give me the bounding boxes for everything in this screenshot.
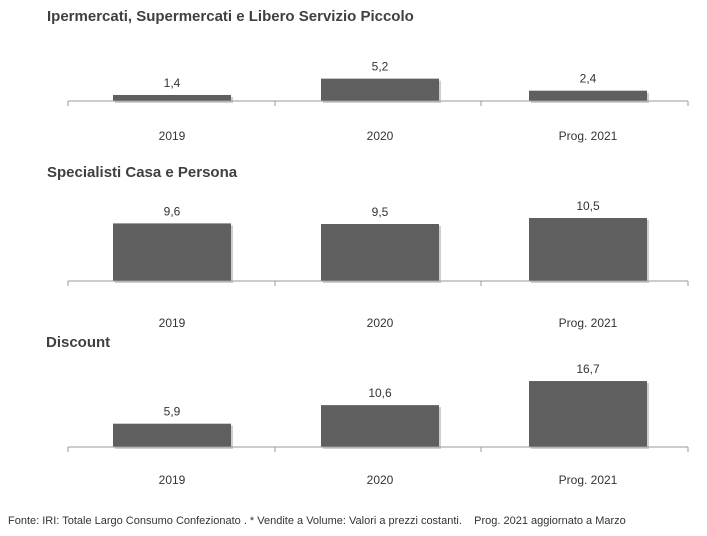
- data-label-specialisti-1: 9,5: [372, 205, 389, 219]
- bar-discount-2019: [113, 423, 231, 447]
- data-label-ipermercati-1: 5,2: [372, 60, 389, 74]
- bar-specialisti-prog-2021: [529, 218, 647, 281]
- category-label-ipermercati-2: Prog. 2021: [559, 129, 618, 143]
- category-label-discount-1: 2020: [367, 473, 394, 487]
- category-label-discount-2: Prog. 2021: [559, 473, 618, 487]
- bar-ipermercati-2020: [321, 78, 439, 101]
- data-label-specialisti-2: 10,5: [576, 199, 600, 213]
- data-label-discount-1: 10,6: [368, 386, 392, 400]
- data-label-ipermercati-0: 1,4: [164, 76, 181, 90]
- category-label-ipermercati-0: 2019: [159, 129, 186, 143]
- data-label-ipermercati-2: 2,4: [580, 72, 597, 86]
- source-footnote: Fonte: IRI: Totale Largo Consumo Confezi…: [8, 515, 626, 527]
- bar-discount-2020: [321, 405, 439, 447]
- data-label-discount-2: 16,7: [576, 362, 600, 376]
- category-label-specialisti-0: 2019: [159, 316, 186, 330]
- bar-specialisti-2019: [113, 223, 231, 281]
- bar-ipermercati-prog-2021: [529, 90, 647, 101]
- category-label-discount-0: 2019: [159, 473, 186, 487]
- panel-title-discount: Discount: [46, 334, 111, 351]
- category-label-specialisti-2: Prog. 2021: [559, 316, 618, 330]
- bar-specialisti-2020: [321, 224, 439, 281]
- category-label-ipermercati-1: 2020: [367, 129, 394, 143]
- category-label-specialisti-1: 2020: [367, 316, 394, 330]
- bar-discount-prog-2021: [529, 381, 647, 447]
- data-label-specialisti-0: 9,6: [164, 204, 181, 218]
- panel-title-specialisti: Specialisti Casa e Persona: [47, 164, 238, 181]
- data-label-discount-0: 5,9: [164, 405, 181, 419]
- panel-title-ipermercati: Ipermercati, Supermercati e Libero Servi…: [47, 8, 414, 25]
- bar-ipermercati-2019: [113, 94, 231, 101]
